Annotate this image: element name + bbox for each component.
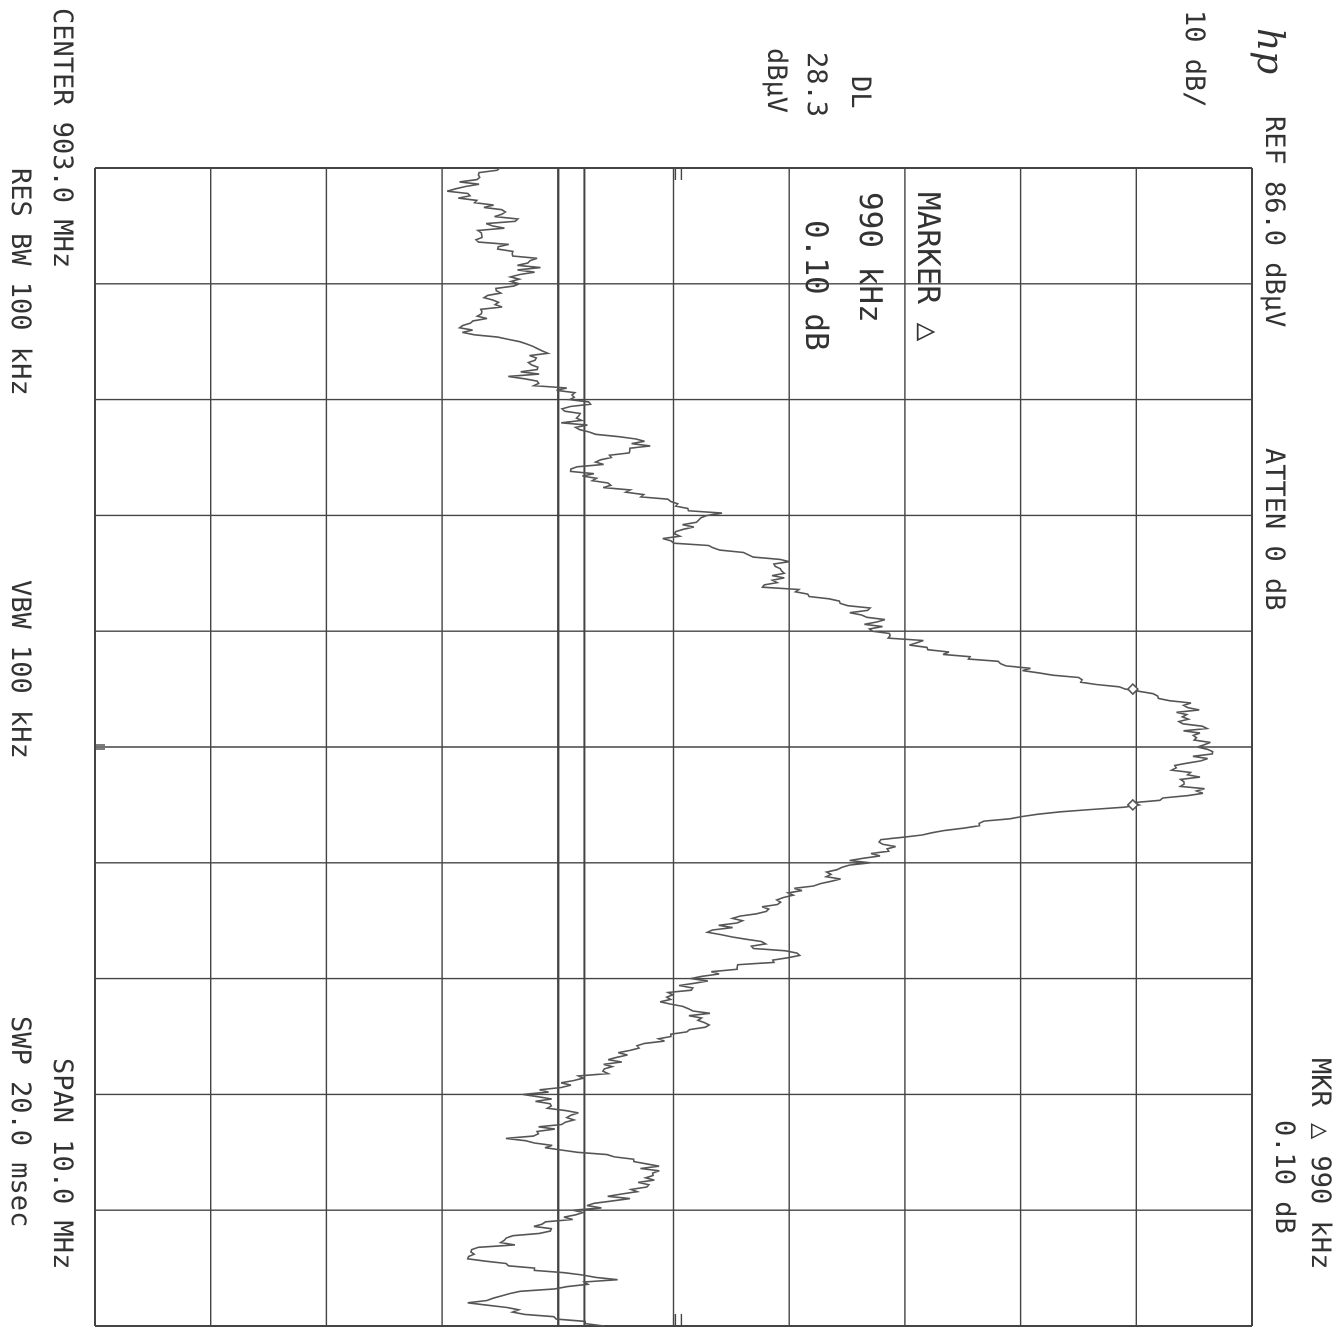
display-line (557, 168, 586, 1326)
display-line-unit: dBµV (761, 48, 792, 113)
graticule (94, 167, 1253, 1327)
marker-box-frequency: 990 kHz (852, 192, 888, 323)
ref-level-label: REF 86.0 dBµV (1259, 116, 1290, 327)
display-line-value: 28.3 (801, 52, 832, 117)
marker-readout-line1: MKR △ 990 kHz (1305, 1058, 1336, 1269)
vbw-label: VBW 100 kHz (5, 580, 36, 759)
center-tick-marks (95, 168, 683, 1326)
atten-label: ATTEN 0 dB (1259, 448, 1290, 611)
marker-box-title: MARKER △ (910, 192, 946, 342)
res-bw-label: RES BW 100 kHz (5, 168, 36, 396)
display-line-label: DL (845, 76, 876, 109)
spectrum-trace (446, 167, 1214, 1327)
marker-box-level: 0.10 dB (798, 220, 834, 351)
marker-readout-line2: 0.10 dB (1269, 1120, 1300, 1234)
marker-group (1126, 682, 1139, 812)
center-frequency-label: CENTER 903.0 MHz (47, 8, 78, 268)
marker-1 (1126, 682, 1139, 696)
marker-2 (1126, 798, 1139, 812)
hp-logo: hp (1249, 28, 1290, 74)
sweep-time-label: SWP 20.0 msec (5, 1016, 36, 1227)
span-label: SPAN 10.0 MHz (47, 1058, 78, 1269)
scale-label: 10 dB/ (1179, 10, 1210, 108)
